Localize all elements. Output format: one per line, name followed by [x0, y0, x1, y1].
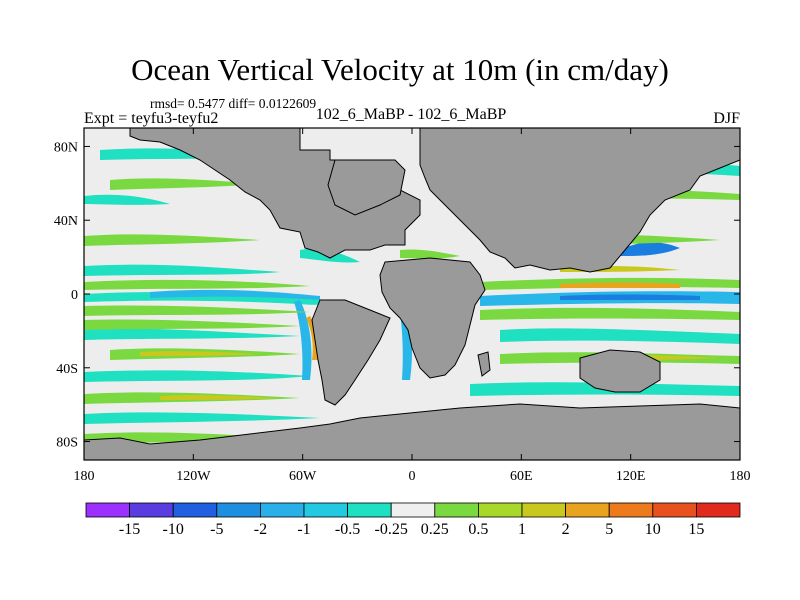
antarctica: [84, 403, 740, 460]
positive-anomalies: [84, 178, 740, 444]
y-axis: 80N 40N 0 40S 80S: [54, 140, 740, 451]
case-label: 102_6_MaBP - 102_6_MaBP: [315, 106, 507, 123]
colorbar-label: 5: [605, 521, 613, 538]
colorbar-swatch: [347, 502, 392, 518]
y-tick-label: 80N: [54, 140, 78, 155]
experiment-label: Expt = teyfu3-teyfu2: [84, 110, 219, 127]
colorbar-swatch: [129, 502, 174, 518]
map-field: [84, 128, 740, 460]
colorbar-label: 10: [645, 521, 661, 538]
y-tick-label: 40N: [54, 214, 78, 229]
colorbar-swatch: [85, 502, 130, 518]
madagascar: [477, 351, 491, 377]
colorbar-label: 1: [518, 521, 526, 538]
colorbar-swatch: [652, 502, 697, 518]
colorbar-label: -10: [163, 521, 184, 538]
colorbar-swatch: [434, 502, 479, 518]
season-label: DJF: [713, 110, 740, 127]
colorbar-swatch: [216, 502, 261, 518]
colorbar-label: -1: [297, 521, 310, 538]
x-tick-label: 120E: [616, 469, 646, 484]
colorbar-label: 15: [688, 521, 704, 538]
land-masses: [84, 128, 740, 460]
colorbar-label: -0.25: [375, 521, 408, 538]
colorbar-swatch: [477, 502, 523, 518]
colorbar-label: -15: [119, 521, 140, 538]
colorbar-label: 0.5: [468, 521, 488, 538]
colorbar-swatch: [259, 502, 305, 518]
colorbar-label: -5: [210, 521, 223, 538]
colorbar-swatch: [390, 502, 436, 518]
eurasia: [419, 128, 740, 273]
y-tick-label: 40S: [56, 362, 78, 377]
y-tick-label: 0: [71, 288, 78, 303]
colorbar-label: -2: [254, 521, 267, 538]
colorbar-swatch: [565, 502, 610, 518]
colorbar-swatch: [172, 502, 218, 518]
x-axis: 180 120W 60W 0 60E 120E 180: [74, 128, 751, 484]
colorbar-label: 2: [562, 521, 570, 538]
x-tick-label: 180: [74, 469, 95, 484]
greenland: [327, 159, 406, 216]
colorbar-swatch: [521, 502, 566, 518]
map-title: Ocean Vertical Velocity at 10m (in cm/da…: [131, 52, 669, 87]
y-tick-label: 80S: [56, 436, 78, 451]
colorbar-swatch: [696, 502, 741, 518]
colorbar-swatch: [608, 502, 654, 518]
colorbar-swatch: [303, 502, 348, 518]
colorbar-label: 0.25: [421, 521, 449, 538]
stats-label: rmsd= 0.5477 diff= 0.0122609: [150, 96, 317, 111]
colorbar: -15 -10 -5 -2 -1 -0.5 -0.25 0.25 0.5 1 2 5 10 15: [85, 502, 741, 538]
x-tick-label: 120W: [176, 469, 211, 484]
x-tick-label: 180: [730, 469, 751, 484]
australia: [579, 349, 661, 393]
africa: [379, 257, 486, 379]
colorbar-label: -0.5: [335, 521, 360, 538]
south-america: [311, 299, 391, 406]
x-tick-label: 60W: [289, 469, 317, 484]
x-tick-label: 0: [409, 469, 416, 484]
x-tick-label: 60E: [510, 469, 533, 484]
